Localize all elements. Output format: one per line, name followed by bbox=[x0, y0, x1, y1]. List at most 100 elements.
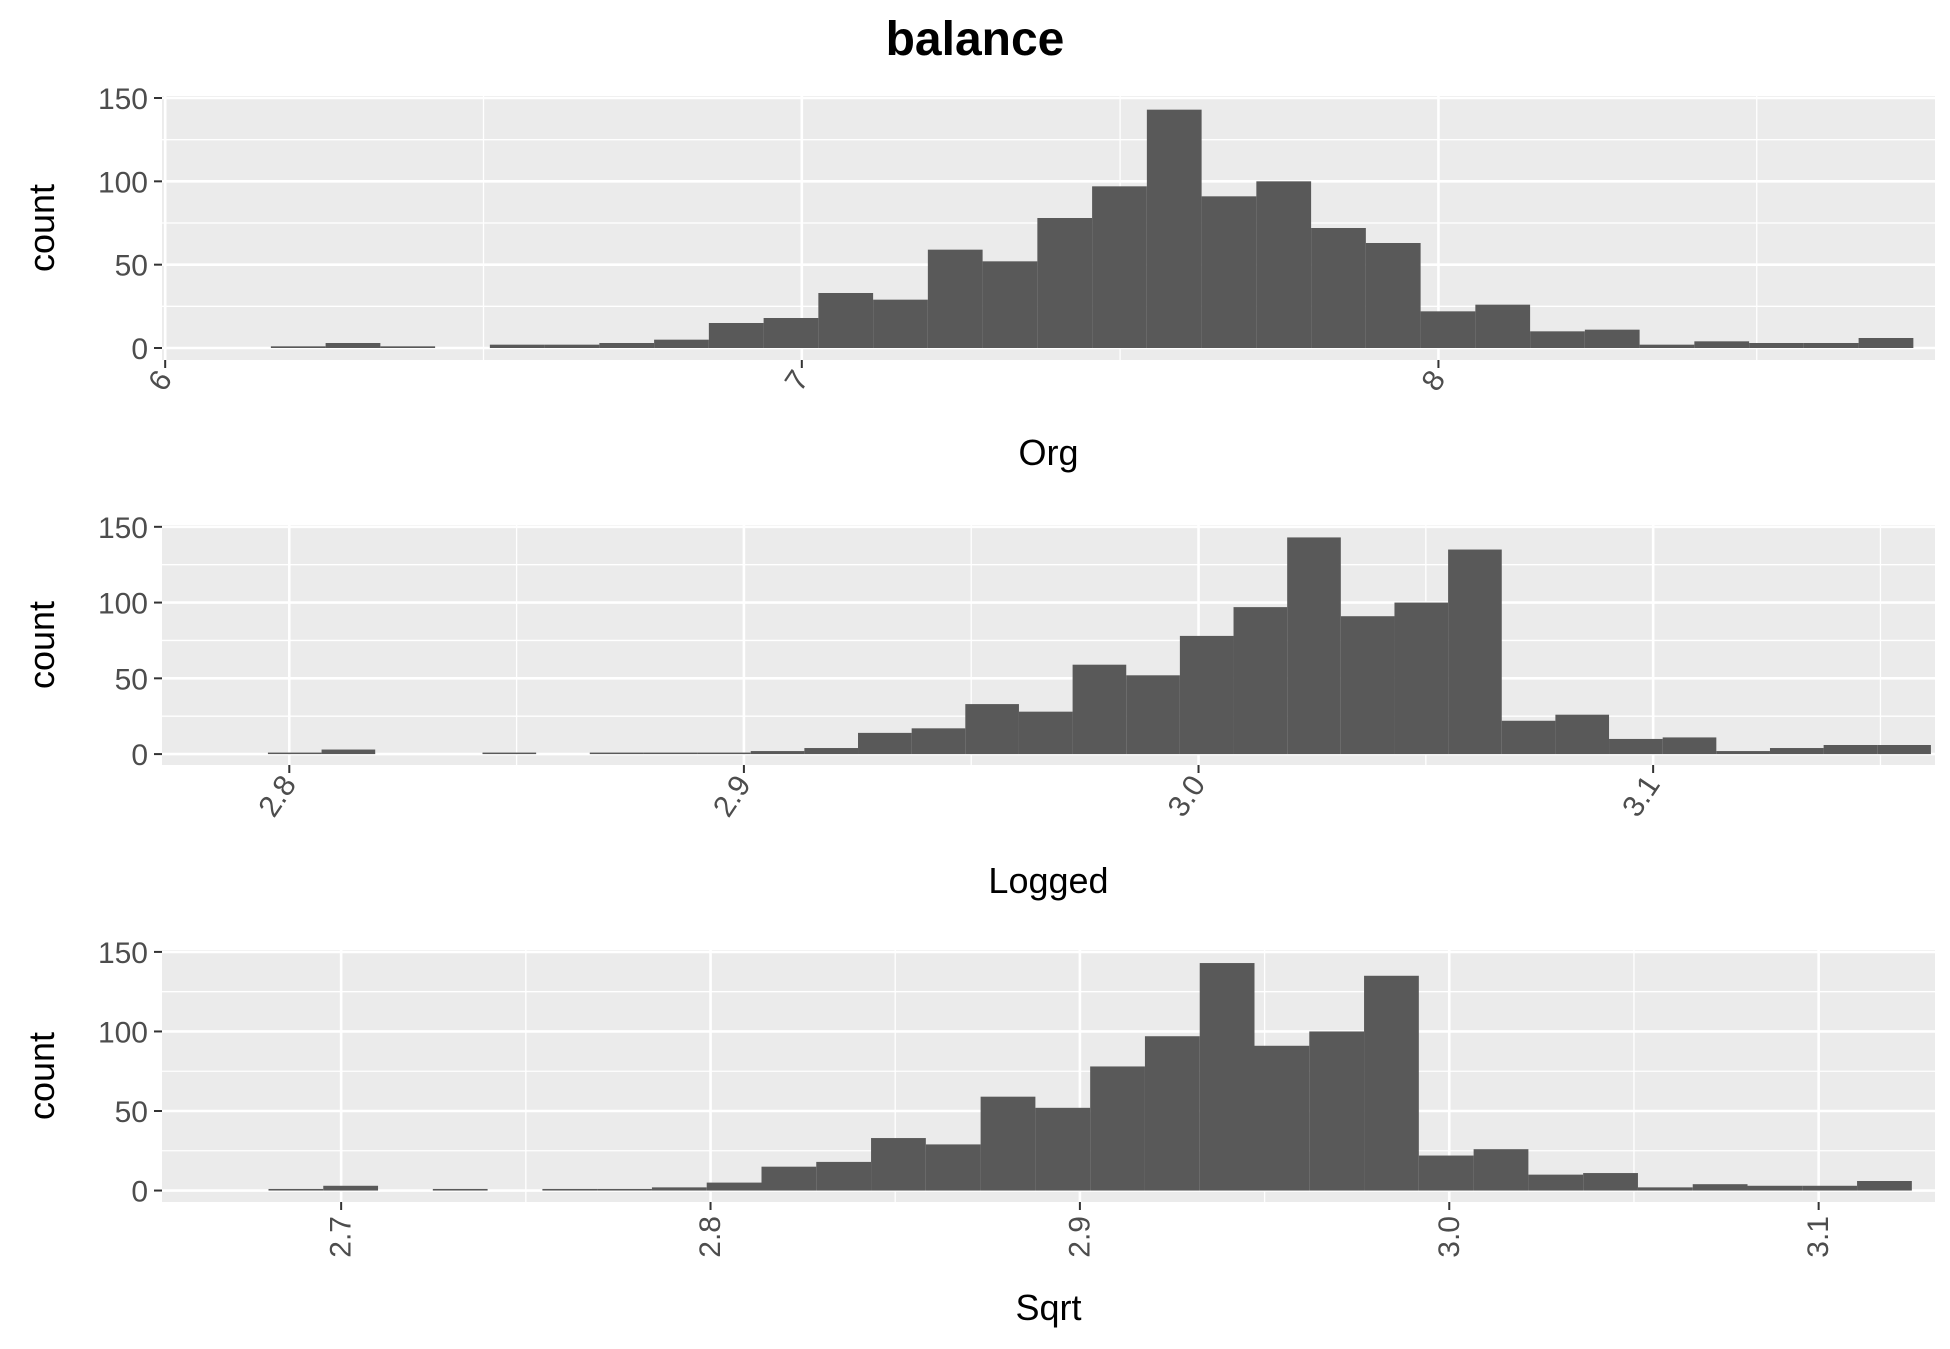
org-histogram-bar bbox=[1146, 109, 1202, 349]
y-tick-label: 0 bbox=[131, 333, 148, 366]
logged-histogram-bar bbox=[804, 748, 859, 755]
logged-histogram-bar bbox=[1823, 745, 1878, 755]
logged-histogram-bar bbox=[1877, 745, 1931, 755]
org-histogram-bar bbox=[763, 318, 819, 348]
org-histogram-bar bbox=[927, 249, 983, 348]
y-axis-title: count bbox=[21, 1032, 62, 1120]
logged-histogram-bar bbox=[1555, 714, 1610, 755]
org-histogram-bar bbox=[270, 346, 326, 348]
x-tick-label: 3.0 bbox=[1433, 1216, 1466, 1258]
org-histogram-bar bbox=[1639, 344, 1695, 348]
logged-histogram-bar bbox=[267, 752, 322, 755]
sqrt-histogram-bar bbox=[980, 1096, 1036, 1191]
sqrt-histogram-bar bbox=[871, 1138, 926, 1191]
org-histogram-bar bbox=[1749, 343, 1804, 348]
org-histogram-bar bbox=[1365, 243, 1421, 348]
y-tick-label: 0 bbox=[131, 1176, 148, 1209]
sqrt-histogram-bar bbox=[1144, 1036, 1200, 1191]
logged-histogram-bar bbox=[1394, 602, 1449, 755]
logged-histogram-bar bbox=[1662, 737, 1717, 755]
y-axis-title: count bbox=[21, 601, 62, 689]
x-axis-title: Logged bbox=[988, 860, 1108, 901]
sqrt-histogram-bar bbox=[1637, 1187, 1693, 1191]
sqrt-histogram-bar bbox=[1857, 1181, 1912, 1191]
sqrt-histogram-bar bbox=[925, 1144, 981, 1191]
org-histogram-bar bbox=[325, 343, 381, 348]
logged-histogram-bar bbox=[1340, 616, 1395, 755]
sqrt-histogram-bar bbox=[323, 1185, 379, 1191]
logged-histogram-bar bbox=[1448, 549, 1502, 755]
x-tick-label: 3.1 bbox=[1802, 1216, 1835, 1258]
sqrt-histogram-bar bbox=[1802, 1185, 1858, 1191]
org-histogram-bar bbox=[1037, 218, 1093, 348]
logged-histogram-bar bbox=[1769, 748, 1824, 755]
logged-histogram-bar bbox=[1233, 607, 1288, 755]
sqrt-histogram-bar bbox=[1035, 1107, 1091, 1191]
org-histogram-bar bbox=[380, 346, 436, 348]
chart-title: balance bbox=[886, 13, 1065, 66]
y-tick-label: 150 bbox=[98, 512, 148, 545]
org-histogram-bar bbox=[1858, 338, 1914, 348]
org-histogram-bar bbox=[599, 343, 655, 348]
sqrt-histogram-bar bbox=[542, 1188, 598, 1191]
sqrt-histogram-bar bbox=[816, 1161, 872, 1191]
logged-histogram-bar bbox=[589, 752, 644, 755]
org-histogram-panel: 0 50 100 150 6 7 8 Org count bbox=[21, 83, 1935, 473]
sqrt-histogram-bar bbox=[1090, 1066, 1145, 1191]
org-histogram-bar bbox=[544, 344, 600, 348]
org-histogram-bar bbox=[708, 323, 764, 348]
logged-histogram-bar bbox=[482, 752, 537, 755]
y-tick-label: 100 bbox=[98, 1016, 148, 1049]
x-tick-label: 2.9 bbox=[1063, 1216, 1096, 1258]
org-histogram-bar bbox=[489, 344, 545, 348]
logged-histogram-bar bbox=[750, 751, 805, 755]
sqrt-histogram-bar bbox=[651, 1187, 707, 1191]
logged-histogram-bar bbox=[1716, 751, 1770, 755]
org-histogram-bar bbox=[1803, 343, 1859, 348]
sqrt-histogram-bar bbox=[1254, 1045, 1310, 1191]
sqrt-histogram-bar bbox=[1473, 1149, 1529, 1191]
logged-histogram-bar bbox=[321, 749, 376, 755]
y-axis-title: count bbox=[21, 184, 62, 272]
sqrt-histogram-bar bbox=[1583, 1173, 1638, 1191]
sqrt-histogram-bar bbox=[1692, 1184, 1748, 1191]
org-histogram-bar bbox=[982, 261, 1038, 348]
sqrt-histogram-bar bbox=[1747, 1185, 1803, 1191]
org-histogram-bar bbox=[1475, 304, 1531, 348]
sqrt-histogram-bar bbox=[706, 1182, 762, 1191]
logged-histogram-panel: 0 50 100 150 2.8 2.9 3.0 3.1 Logged count bbox=[21, 512, 1935, 901]
logged-histogram-bar bbox=[911, 728, 966, 755]
y-tick-label: 150 bbox=[98, 937, 148, 970]
sqrt-histogram-bar bbox=[1364, 975, 1419, 1191]
sqrt-histogram-bar bbox=[1309, 1031, 1365, 1191]
x-tick-label: 7 bbox=[779, 365, 816, 397]
x-tick-label: 3.1 bbox=[1616, 770, 1667, 823]
logged-histogram-bar bbox=[697, 752, 751, 755]
org-histogram-bar bbox=[1584, 329, 1640, 348]
org-histogram-bar bbox=[1256, 181, 1312, 348]
sqrt-histogram-bar bbox=[1528, 1174, 1584, 1191]
sqrt-histogram-bar bbox=[1199, 963, 1255, 1191]
logged-histogram-bar bbox=[1287, 537, 1341, 755]
sqrt-histogram-bar bbox=[597, 1188, 652, 1191]
logged-histogram-bar bbox=[1609, 738, 1663, 755]
org-histogram-bar bbox=[873, 299, 928, 348]
x-axis-title: Org bbox=[1018, 432, 1078, 473]
org-histogram-bar bbox=[1420, 311, 1476, 348]
org-histogram-bar bbox=[818, 293, 874, 348]
sqrt-histogram-bar bbox=[1418, 1155, 1474, 1191]
y-tick-label: 0 bbox=[131, 739, 148, 772]
sqrt-histogram-bar bbox=[761, 1166, 817, 1191]
sqrt-histogram-bar bbox=[268, 1188, 324, 1191]
logged-histogram-bar bbox=[858, 732, 912, 755]
x-tick-label: 2.8 bbox=[252, 770, 303, 823]
logged-histogram-bar bbox=[1018, 711, 1073, 755]
logged-histogram-bar bbox=[965, 704, 1019, 755]
x-tick-label: 8 bbox=[1415, 365, 1452, 397]
y-tick-label: 50 bbox=[115, 1096, 148, 1129]
org-histogram-bar bbox=[1092, 186, 1147, 348]
logged-histogram-bar bbox=[1126, 675, 1180, 755]
y-tick-label: 50 bbox=[115, 663, 148, 696]
logged-histogram-bar bbox=[1179, 635, 1234, 755]
